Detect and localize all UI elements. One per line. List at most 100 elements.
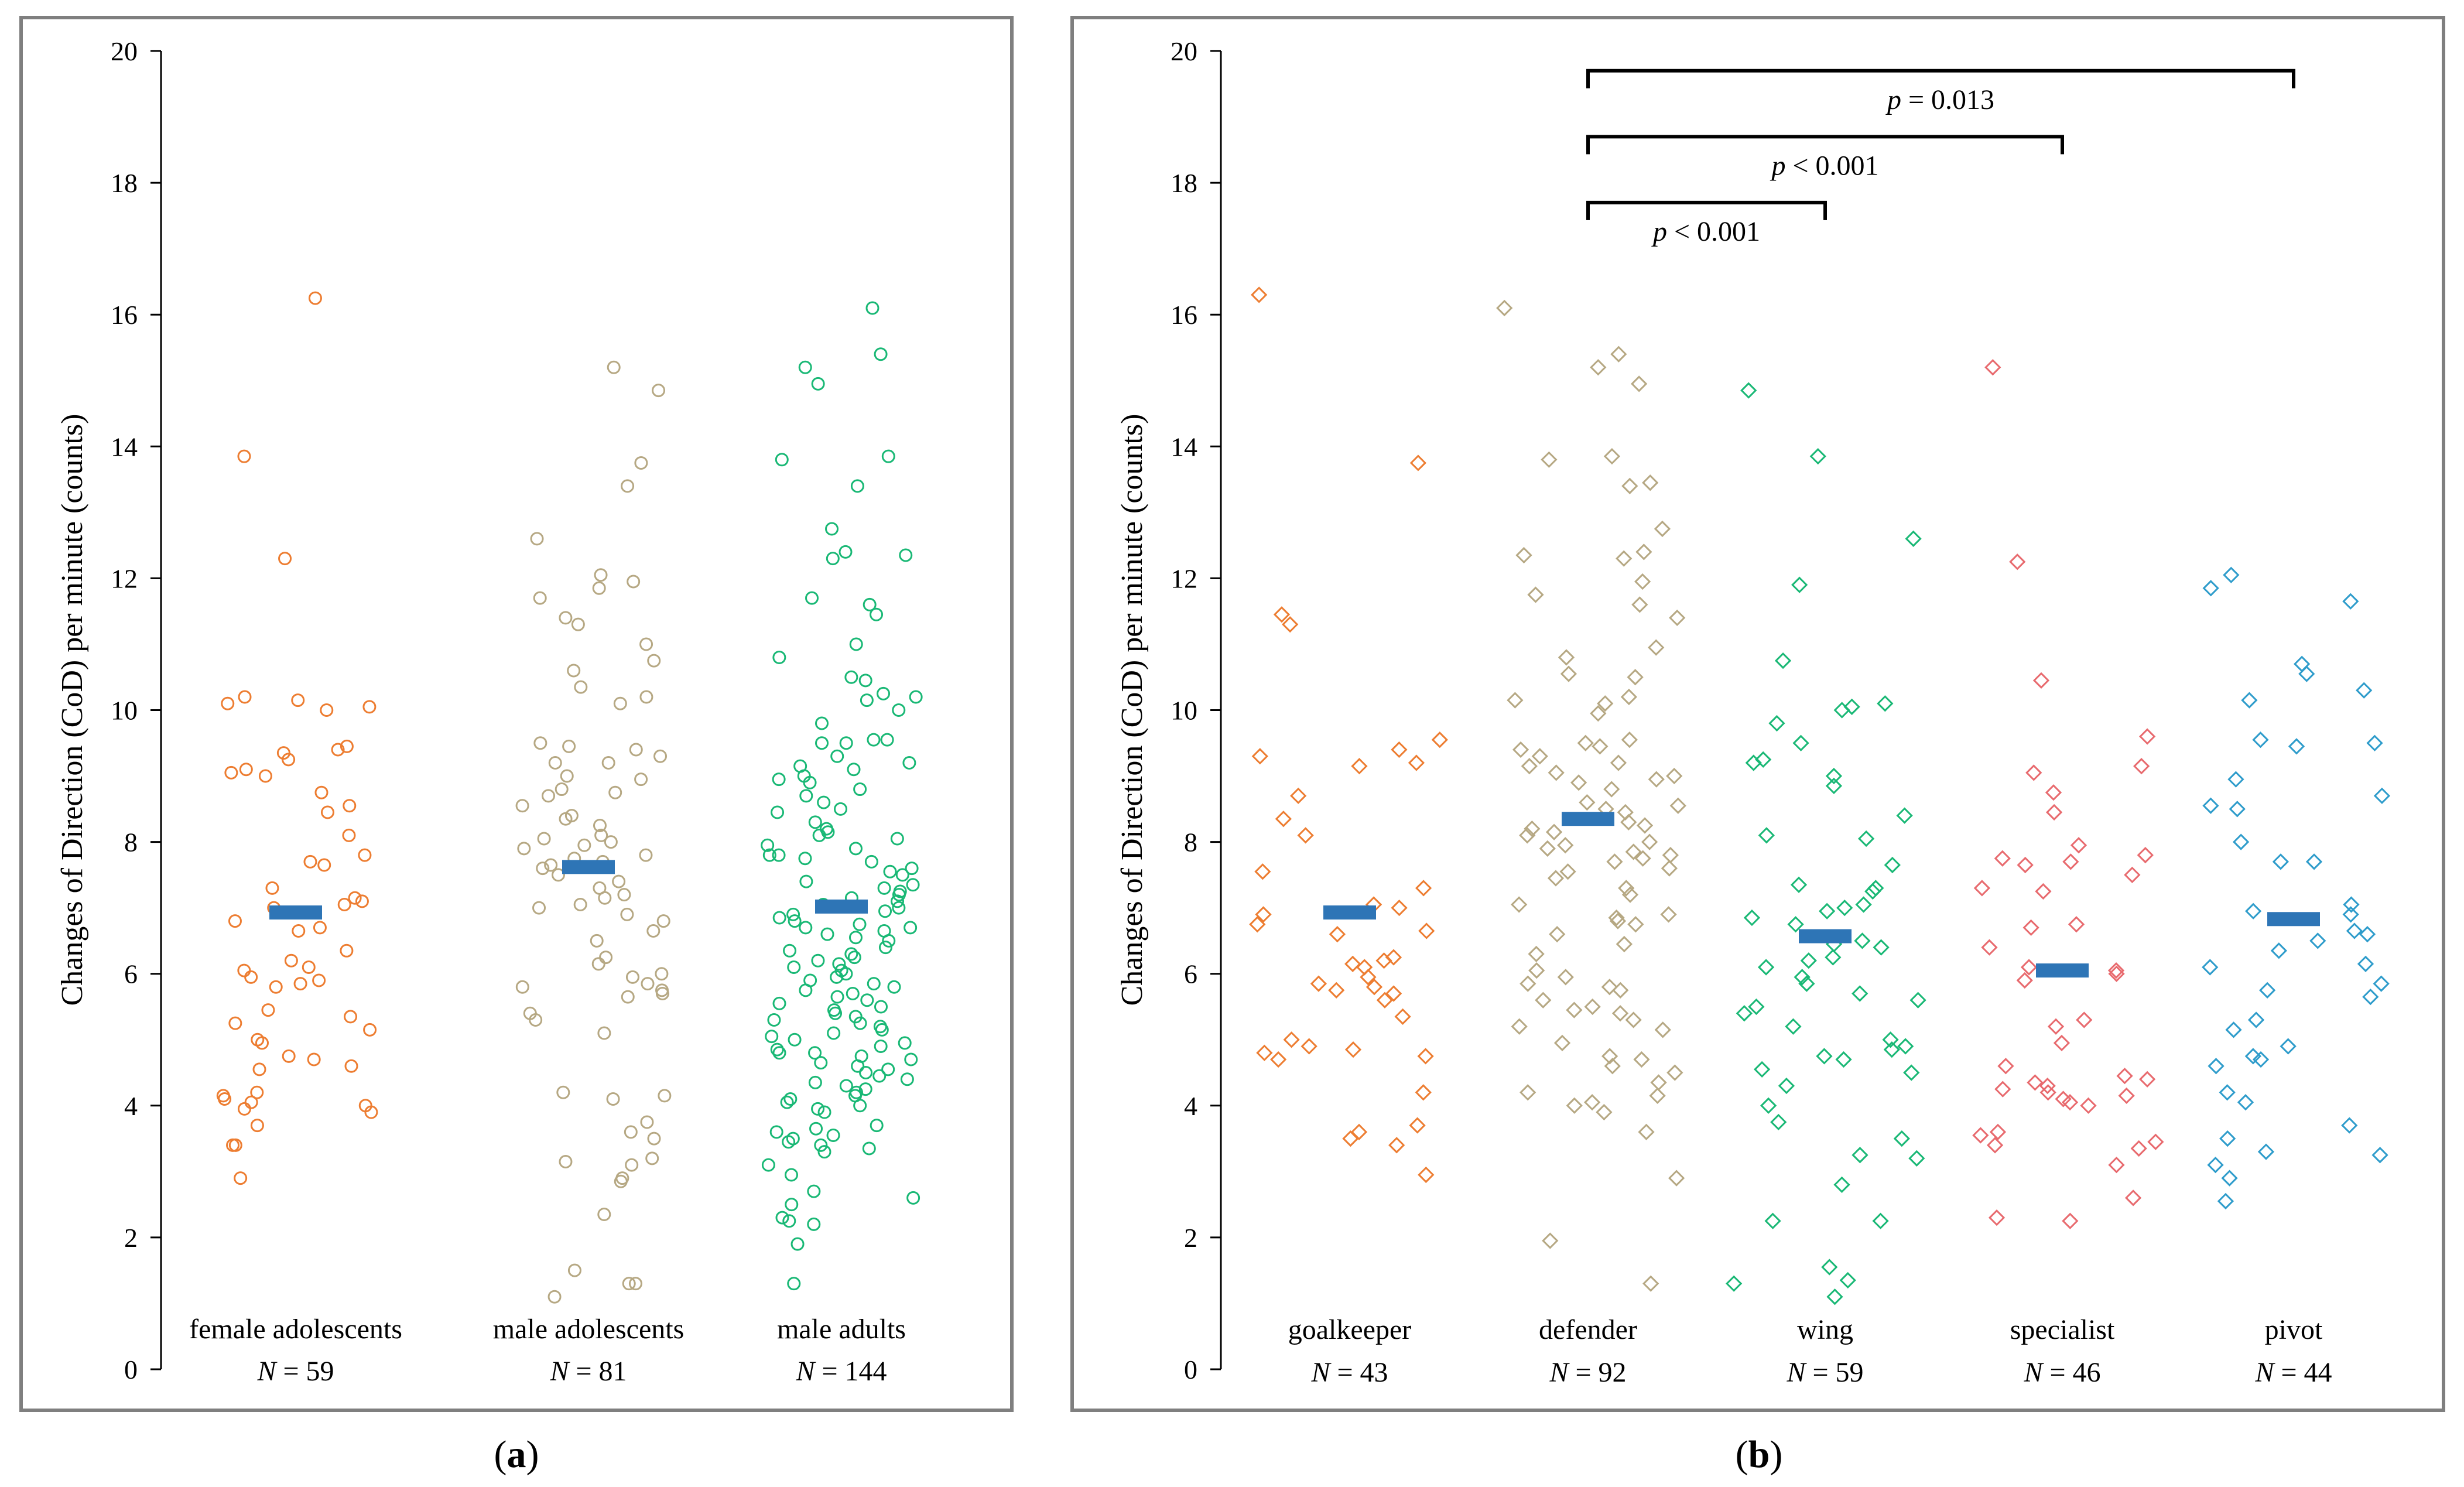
- panel-a-point-male-adults-32: [772, 772, 786, 787]
- panel-b-point-goalkeeper-9: [1290, 787, 1307, 804]
- panel-a-point-female-adolescents-45: [252, 1062, 266, 1076]
- panel-a-point-male-adults-105: [814, 1056, 828, 1070]
- panel-b-point-defender-70: [1566, 1001, 1583, 1018]
- panel-b-point-defender-56: [1660, 906, 1677, 923]
- panel-a-category-male-adults: male adults: [777, 1314, 906, 1345]
- panel-a-point-male-adults-86: [772, 996, 786, 1010]
- panel-a-point-female-adolescents-42: [282, 1049, 296, 1063]
- panel-a-point-male-adults-100: [770, 1042, 784, 1057]
- panel-a-point-male-adults-22: [815, 716, 829, 730]
- panel-b-point-specialist-16: [2068, 916, 2085, 933]
- panel-a-point-male-adults-81: [887, 980, 901, 994]
- panel-b-point-wing-5: [1877, 695, 1894, 712]
- panel-a-point-male-adolescents-59: [597, 1026, 611, 1040]
- panel-a-point-male-adolescents-79: [655, 967, 669, 981]
- panel-a-point-male-adolescents-43: [598, 891, 612, 905]
- panel-b-point-goalkeeper-28: [1376, 992, 1394, 1009]
- panel-b-category-labels: goalkeeper N = 43 defender N = 92 wing N = 59…: [1288, 1314, 2332, 1388]
- panel-a-point-female-adolescents-46: [250, 1085, 264, 1099]
- panel-b-point-specialist-8: [2070, 837, 2087, 854]
- panel-b-mean-wing: [1799, 929, 1852, 944]
- panel-b-point-pivot-9: [2288, 738, 2305, 755]
- panel-b-point-pivot-24: [2357, 955, 2374, 972]
- panel-a-point-male-adolescents-80: [625, 970, 639, 984]
- panel-b-point-wing-26: [1854, 932, 1871, 949]
- panel-a-point-male-adults-132: [807, 1184, 821, 1198]
- panel-a-point-female-adolescents-29: [284, 953, 298, 968]
- panel-b-point-defender-75: [1553, 1034, 1571, 1051]
- panel-a-point-male-adults-107: [881, 1062, 895, 1076]
- panel-b-point-goalkeeper-4: [1431, 731, 1448, 748]
- panel-a-y-tick-label-10: 10: [111, 696, 138, 726]
- panel-a-point-female-adolescents-16: [343, 799, 357, 813]
- panel-b-point-pivot-5: [2356, 682, 2373, 699]
- panel-a-point-male-adolescents-72: [567, 1263, 581, 1277]
- panel-b-point-specialist-29: [2039, 1077, 2056, 1095]
- panel-a-n-male-adolescents: N = 81: [549, 1356, 627, 1387]
- panel-b-point-goalkeeper-30: [1283, 1031, 1300, 1048]
- panel-b-mean-goalkeeper: [1323, 905, 1376, 920]
- panel-b-point-specialist-43: [1988, 1209, 2006, 1226]
- panel-b-point-goalkeeper-0: [1251, 286, 1268, 303]
- panel-a-point-male-adults-47: [905, 862, 919, 876]
- panel-b-point-wing-14: [1896, 807, 1913, 824]
- panel-b-point-pivot-35: [2219, 1084, 2236, 1101]
- panel-a-point-male-adults-121: [870, 1119, 884, 1133]
- panel-b-point-specialist-27: [2138, 1071, 2156, 1088]
- panel-a-caption: (a): [494, 1433, 539, 1476]
- panel-a-point-male-adolescents-4: [530, 532, 544, 546]
- panel-b-point-goalkeeper-7: [1408, 754, 1425, 771]
- panel-b-point-pivot-20: [2346, 922, 2363, 939]
- panel-a-point-male-adolescents-67: [559, 1154, 573, 1168]
- panel-b-y-tick-label-8: 8: [1184, 828, 1197, 857]
- panel-b-point-pivot-42: [2221, 1170, 2238, 1187]
- panel-b-point-wing-40: [1883, 1041, 1900, 1058]
- panel-a-point-male-adults-87: [874, 1000, 888, 1014]
- panel-b-y-tick-label-6: 6: [1184, 959, 1197, 989]
- panel-b-y-tick-label-4: 4: [1184, 1091, 1197, 1121]
- panel-a-point-male-adolescents-22: [560, 769, 574, 783]
- panel-a-point-male-adults-126: [782, 1135, 796, 1149]
- panel-a-y-tick-label-16: 16: [111, 300, 138, 330]
- panel-a-point-female-adolescents-56: [234, 1171, 248, 1185]
- panel-a-point-female-adolescents-36: [261, 1003, 275, 1017]
- panel-a-point-male-adults-91: [767, 1013, 781, 1027]
- panel-b-point-pivot-28: [2362, 988, 2379, 1006]
- panel-a-point-male-adults-106: [851, 1059, 865, 1073]
- panel-a-point-male-adults-49: [895, 868, 909, 882]
- panel-a-point-male-adolescents-30: [594, 828, 608, 842]
- panel-a-point-male-adults-71: [844, 947, 858, 961]
- panel-b-point-specialist-44: [2062, 1212, 2079, 1229]
- panel-a-point-male-adolescents-34: [517, 842, 531, 856]
- panel-a: 0 2 4 6 8 10 12 14 16 18 20 Changes of Direction (…: [19, 16, 1014, 1412]
- panel-b-point-defender-1: [1610, 346, 1627, 363]
- panel-b-bracket-defender-specialist: [1586, 135, 2064, 155]
- panel-b-point-wing-44: [1903, 1064, 1920, 1081]
- panel-b-point-specialist-21: [2016, 972, 2033, 989]
- panel-b-mean-defender: [1562, 812, 1614, 826]
- panel-b-point-specialist-25: [1997, 1058, 2014, 1075]
- panel-b-point-goalkeeper-42: [1255, 906, 1272, 923]
- panel-b-point-pivot-36: [2237, 1094, 2254, 1111]
- panel-b: 0 2 4 6 8 10 12 14 16 18 20 Changes of Direction (…: [1070, 16, 2445, 1412]
- panel-b-point-pivot-12: [2202, 797, 2219, 814]
- panel-a-y-tick-label-4: 4: [124, 1091, 138, 1121]
- panel-a-point-male-adolescents-40: [551, 868, 565, 882]
- panel-a-point-male-adults-10: [826, 552, 840, 566]
- panel-a-point-female-adolescents-55: [228, 1138, 242, 1152]
- panel-a-point-male-adults-99: [874, 1040, 888, 1054]
- panel-a-point-male-adolescents-26: [541, 789, 555, 803]
- panel-b-point-goalkeeper-29: [1394, 1008, 1411, 1025]
- panel-b-point-defender-3: [1631, 375, 1648, 392]
- panel-b-n-specialist: N = 46: [2023, 1357, 2100, 1388]
- panel-b-point-defender-8: [1654, 520, 1671, 538]
- panel-b-significance-brackets: p = 0.013 p < 0.001 p < 0.001: [1586, 69, 2295, 247]
- panel-b-means: [1323, 812, 2320, 978]
- panel-a-point-male-adolescents-0: [607, 360, 621, 374]
- panel-a-point-male-adults-13: [870, 607, 884, 621]
- panel-b-point-defender-54: [1621, 886, 1639, 903]
- panel-a-y-tick-label-20: 20: [111, 36, 138, 66]
- panel-a-point-male-adolescents-60: [556, 1085, 570, 1099]
- panel-a-point-female-adolescents-18: [342, 828, 356, 842]
- panel-a-point-female-adolescents-5: [221, 696, 235, 710]
